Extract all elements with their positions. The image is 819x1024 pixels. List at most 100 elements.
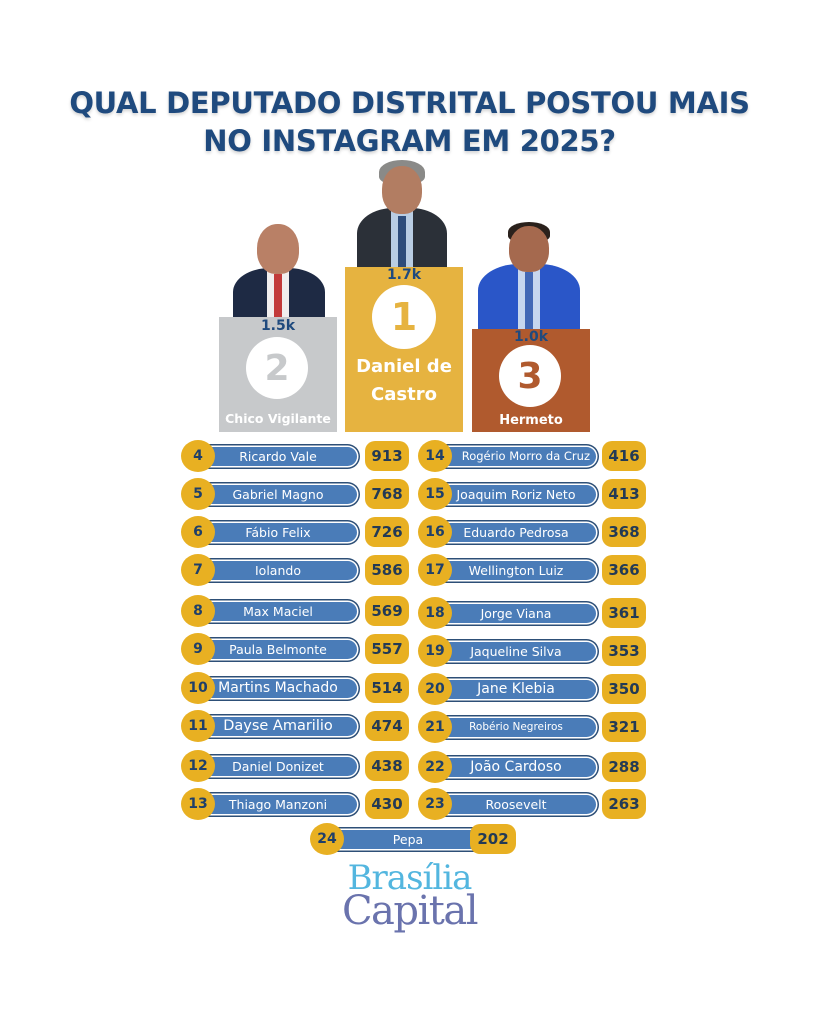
post-count: 202 (470, 824, 516, 854)
rank-badge: 13 (181, 788, 215, 820)
deputy-name: Jane Klebia (436, 680, 596, 699)
deputy-name: Jorge Viana (436, 604, 596, 623)
deputy-name: Gabriel Magno (199, 485, 357, 504)
ranking-row: Gabriel Magno 5 768 (181, 478, 409, 510)
rank-badge: 14 (418, 440, 452, 472)
deputy-name: Thiago Manzoni (199, 795, 357, 814)
ranking-row: Fábio Felix 6 726 (181, 516, 409, 548)
deputy-name: Fábio Felix (199, 523, 357, 542)
post-count: 430 (365, 789, 409, 819)
post-count: 353 (602, 636, 646, 666)
post-count: 288 (602, 752, 646, 782)
post-count: 557 (365, 634, 409, 664)
ranking-row: Jorge Viana 18 361 (418, 597, 646, 629)
podium-2nd-name: Chico Vigilante (225, 411, 331, 426)
deputy-name: Rogério Morro da Cruz (436, 447, 596, 466)
rank-badge: 8 (181, 595, 215, 627)
logo-line-2: Capital (341, 888, 479, 934)
podium-2nd-rank: 2 (246, 337, 308, 399)
ranking-row: Robério Negreiros 21 321 (418, 711, 646, 743)
ranking-row-last: Pepa 24 202 (310, 823, 520, 855)
ranking-row: Eduardo Pedrosa 16 368 (418, 516, 646, 548)
ranking-row: Jaqueline Silva 19 353 (418, 635, 646, 667)
deputy-name: Daniel Donizet (199, 757, 357, 776)
podium-1st: 1.7k 1 Daniel de Castro (345, 267, 463, 432)
post-count: 361 (602, 598, 646, 628)
post-count: 416 (602, 441, 646, 471)
rank-badge: 23 (418, 788, 452, 820)
rank-badge: 22 (418, 751, 452, 783)
deputy-name: Jaqueline Silva (436, 642, 596, 661)
rank-badge: 6 (181, 516, 215, 548)
deputy-name: Martins Machado (199, 679, 357, 698)
rank-badge: 16 (418, 516, 452, 548)
rank-badge: 21 (418, 711, 452, 743)
deputy-name: Iolando (199, 561, 357, 580)
podium-2nd: 1.5k 2 Chico Vigilante (219, 317, 337, 432)
deputy-name: João Cardoso (436, 758, 596, 777)
post-count: 514 (365, 673, 409, 703)
deputy-name: Max Maciel (199, 602, 357, 621)
post-count: 474 (365, 711, 409, 741)
photo-daniel-de-castro (357, 160, 447, 268)
podium-3rd: 1.0k 3 Hermeto (472, 329, 590, 432)
deputy-name: Eduardo Pedrosa (436, 523, 596, 542)
ranking-row: Jane Klebia 20 350 (418, 673, 646, 705)
rank-badge: 19 (418, 635, 452, 667)
rank-badge: 15 (418, 478, 452, 510)
rank-badge: 9 (181, 633, 215, 665)
rank-badge: 11 (181, 710, 215, 742)
podium-1st-rank: 1 (372, 285, 436, 349)
post-count: 726 (365, 517, 409, 547)
deputy-name: Dayse Amarilio (199, 717, 357, 736)
deputy-name: Pepa (328, 830, 488, 849)
rank-badge: 12 (181, 750, 215, 782)
rank-badge: 18 (418, 597, 452, 629)
title-line-2: NO INSTAGRAM EM 2025? (203, 124, 616, 158)
deputy-name: Wellington Luiz (436, 561, 596, 580)
ranking-row: Rogério Morro da Cruz 14 416 (418, 440, 646, 472)
title-line-1: QUAL DEPUTADO DISTRITAL POSTOU MAIS (69, 86, 750, 120)
post-count: 413 (602, 479, 646, 509)
logo-line-1: Brasília (347, 858, 473, 898)
podium-3rd-name: Hermeto (499, 413, 563, 428)
post-count: 913 (365, 441, 409, 471)
post-count: 438 (365, 751, 409, 781)
ranking-row: Roosevelt 23 263 (418, 788, 646, 820)
ranking-row: Ricardo Vale 4 913 (181, 440, 409, 472)
podium-3rd-value: 1.0k (513, 329, 549, 345)
ranking-row: Daniel Donizet 12 438 (181, 750, 409, 782)
rank-badge: 7 (181, 554, 215, 586)
post-count: 366 (602, 555, 646, 585)
ranking-row: Iolando 7 586 (181, 554, 409, 586)
post-count: 263 (602, 789, 646, 819)
photo-hermeto (478, 222, 580, 330)
rank-badge: 17 (418, 554, 452, 586)
ranking-row: Dayse Amarilio 11 474 (181, 710, 409, 742)
rank-badge: 5 (181, 478, 215, 510)
ranking-row: Joaquim Roriz Neto 15 413 (418, 478, 646, 510)
rank-badge: 10 (181, 672, 215, 704)
ranking-row: Thiago Manzoni 13 430 (181, 788, 409, 820)
deputy-name: Paula Belmonte (199, 640, 357, 659)
podium-1st-value: 1.7k (386, 267, 422, 283)
podium-3rd-rank: 3 (499, 345, 561, 407)
deputy-name: Ricardo Vale (199, 447, 357, 466)
post-count: 321 (602, 712, 646, 742)
photo-chico-vigilante (233, 218, 325, 318)
deputy-name: Joaquim Roriz Neto (436, 485, 596, 504)
ranking-row: Max Maciel 8 569 (181, 595, 409, 627)
post-count: 569 (365, 596, 409, 626)
deputy-name: Roosevelt (436, 795, 596, 814)
podium-2nd-value: 1.5k (260, 318, 296, 334)
deputy-name: Robério Negreiros (436, 718, 596, 737)
post-count: 586 (365, 555, 409, 585)
rank-badge: 24 (310, 823, 344, 855)
post-count: 350 (602, 674, 646, 704)
ranking-row: Martins Machado 10 514 (181, 672, 409, 704)
ranking-row: João Cardoso 22 288 (418, 751, 646, 783)
post-count: 768 (365, 479, 409, 509)
post-count: 368 (602, 517, 646, 547)
podium-1st-name: Daniel de Castro (356, 356, 452, 405)
rank-badge: 4 (181, 440, 215, 472)
